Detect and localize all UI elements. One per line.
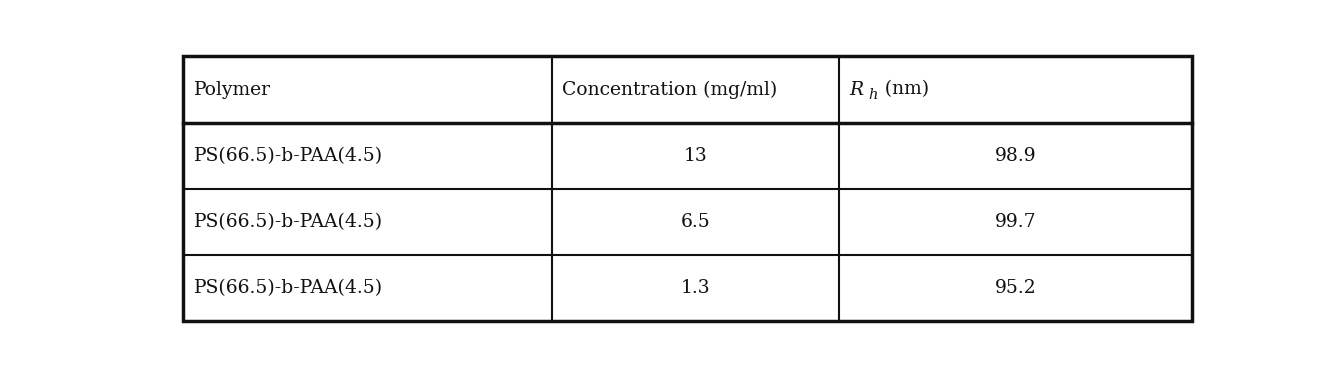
Text: 95.2: 95.2 bbox=[994, 279, 1036, 297]
Text: Polymer: Polymer bbox=[193, 80, 271, 98]
Text: PS(66.5)-b-PAA(4.5): PS(66.5)-b-PAA(4.5) bbox=[193, 213, 382, 231]
Text: R: R bbox=[849, 80, 864, 98]
Text: 6.5: 6.5 bbox=[680, 213, 710, 231]
Text: h: h bbox=[868, 88, 878, 102]
Text: 1.3: 1.3 bbox=[680, 279, 710, 297]
Text: Concentration (mg/ml): Concentration (mg/ml) bbox=[562, 80, 777, 99]
Text: PS(66.5)-b-PAA(4.5): PS(66.5)-b-PAA(4.5) bbox=[193, 147, 382, 165]
Text: 99.7: 99.7 bbox=[994, 213, 1036, 231]
Text: (nm): (nm) bbox=[880, 80, 929, 98]
Text: 13: 13 bbox=[683, 147, 707, 165]
Text: PS(66.5)-b-PAA(4.5): PS(66.5)-b-PAA(4.5) bbox=[193, 279, 382, 297]
Text: 98.9: 98.9 bbox=[994, 147, 1036, 165]
